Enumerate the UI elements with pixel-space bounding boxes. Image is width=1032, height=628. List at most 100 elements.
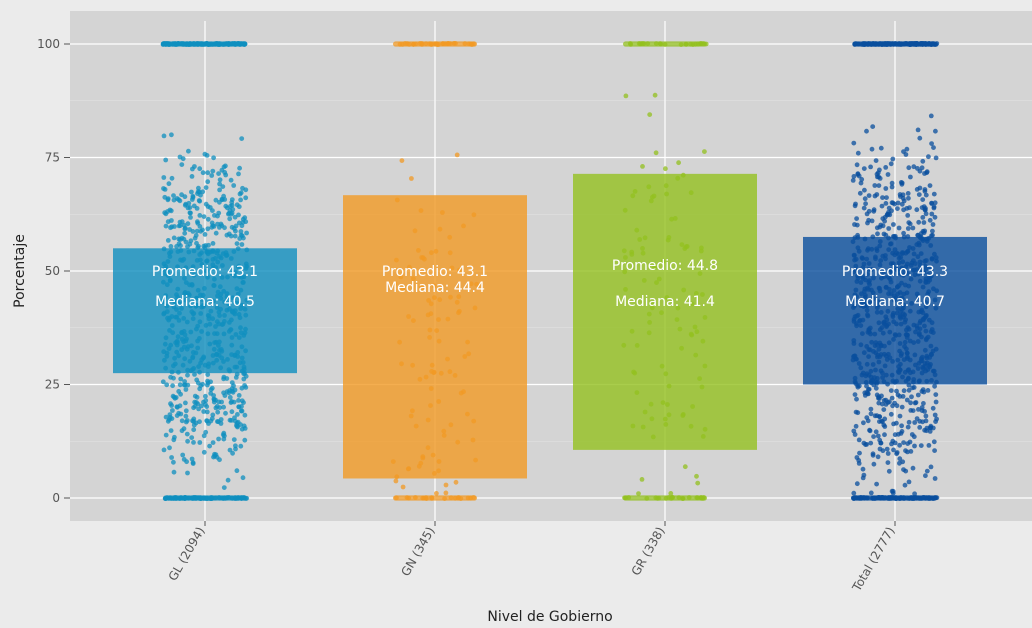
median-label: Mediana: 40.7 — [845, 294, 945, 310]
data-point — [650, 434, 656, 440]
data-point — [215, 259, 221, 265]
data-point — [198, 292, 203, 298]
data-point — [202, 286, 207, 291]
data-point — [874, 309, 880, 315]
data-point — [168, 244, 174, 249]
data-point — [933, 155, 939, 161]
data-point — [189, 435, 195, 440]
data-point — [663, 371, 669, 377]
data-point — [191, 427, 197, 433]
data-point — [929, 141, 934, 147]
data-point — [163, 432, 169, 438]
data-point — [928, 113, 934, 119]
data-point — [905, 234, 911, 239]
data-point — [885, 460, 891, 465]
data-point — [895, 291, 900, 297]
data-point — [473, 457, 478, 463]
box-1 — [343, 195, 527, 479]
data-point — [231, 249, 237, 255]
data-point — [858, 342, 864, 348]
data-point — [853, 263, 859, 269]
data-point — [216, 399, 222, 405]
data-point — [238, 197, 244, 203]
data-point — [922, 187, 928, 192]
data-point — [418, 208, 424, 214]
data-point — [873, 429, 879, 435]
data-point — [189, 343, 194, 349]
data-point — [861, 420, 866, 426]
data-point — [172, 224, 177, 229]
data-point — [654, 280, 659, 285]
data-point — [695, 480, 701, 486]
data-point — [465, 411, 470, 417]
data-point — [162, 357, 167, 363]
data-point — [236, 212, 241, 218]
data-point — [682, 464, 688, 470]
data-point — [637, 237, 643, 242]
data-point — [196, 243, 201, 249]
data-point — [180, 362, 186, 368]
points-band — [163, 41, 247, 47]
data-point — [692, 324, 698, 330]
data-point — [456, 310, 461, 316]
data-point — [864, 361, 870, 367]
data-point — [171, 197, 177, 203]
data-point — [915, 366, 921, 371]
data-point — [855, 245, 861, 251]
data-point — [160, 379, 166, 385]
data-point — [205, 364, 211, 369]
data-point — [680, 172, 686, 178]
data-point — [199, 250, 204, 256]
data-point — [896, 431, 901, 437]
data-point — [646, 311, 652, 317]
data-point — [702, 426, 708, 432]
data-point — [858, 323, 864, 328]
data-point — [235, 412, 240, 417]
data-point — [896, 260, 902, 266]
data-point — [217, 284, 223, 290]
data-point — [204, 409, 210, 415]
data-point — [679, 345, 684, 351]
data-point — [171, 235, 177, 241]
data-point — [222, 197, 228, 202]
data-point — [454, 299, 460, 305]
data-point — [226, 301, 231, 307]
data-point — [646, 184, 652, 190]
data-point — [229, 409, 235, 415]
y-tick-label: 50 — [45, 264, 60, 278]
data-point — [926, 154, 931, 160]
data-point — [866, 354, 871, 359]
data-point — [911, 251, 917, 257]
points-band — [393, 41, 477, 47]
data-point — [223, 253, 229, 258]
data-point — [934, 379, 939, 385]
data-point — [690, 404, 695, 409]
data-point — [436, 459, 442, 464]
data-point — [675, 175, 681, 181]
data-point — [197, 369, 203, 375]
data-point — [636, 491, 641, 496]
data-point — [864, 128, 869, 134]
data-point — [171, 459, 176, 465]
data-point — [182, 356, 188, 362]
data-point — [865, 247, 870, 253]
data-point — [917, 425, 923, 430]
data-point — [208, 308, 214, 314]
data-point — [186, 200, 192, 206]
data-point — [889, 268, 894, 274]
data-point — [857, 318, 862, 324]
data-point — [162, 294, 168, 300]
data-point — [927, 364, 933, 370]
data-point — [218, 365, 224, 371]
data-point — [921, 220, 927, 225]
data-point — [237, 360, 243, 366]
data-point — [663, 166, 668, 172]
data-point — [232, 214, 238, 220]
data-point — [915, 254, 921, 260]
data-point — [929, 200, 934, 206]
data-point — [432, 295, 437, 300]
data-point — [917, 259, 923, 265]
data-point — [923, 192, 929, 198]
data-point — [907, 245, 912, 250]
data-point — [904, 350, 910, 356]
